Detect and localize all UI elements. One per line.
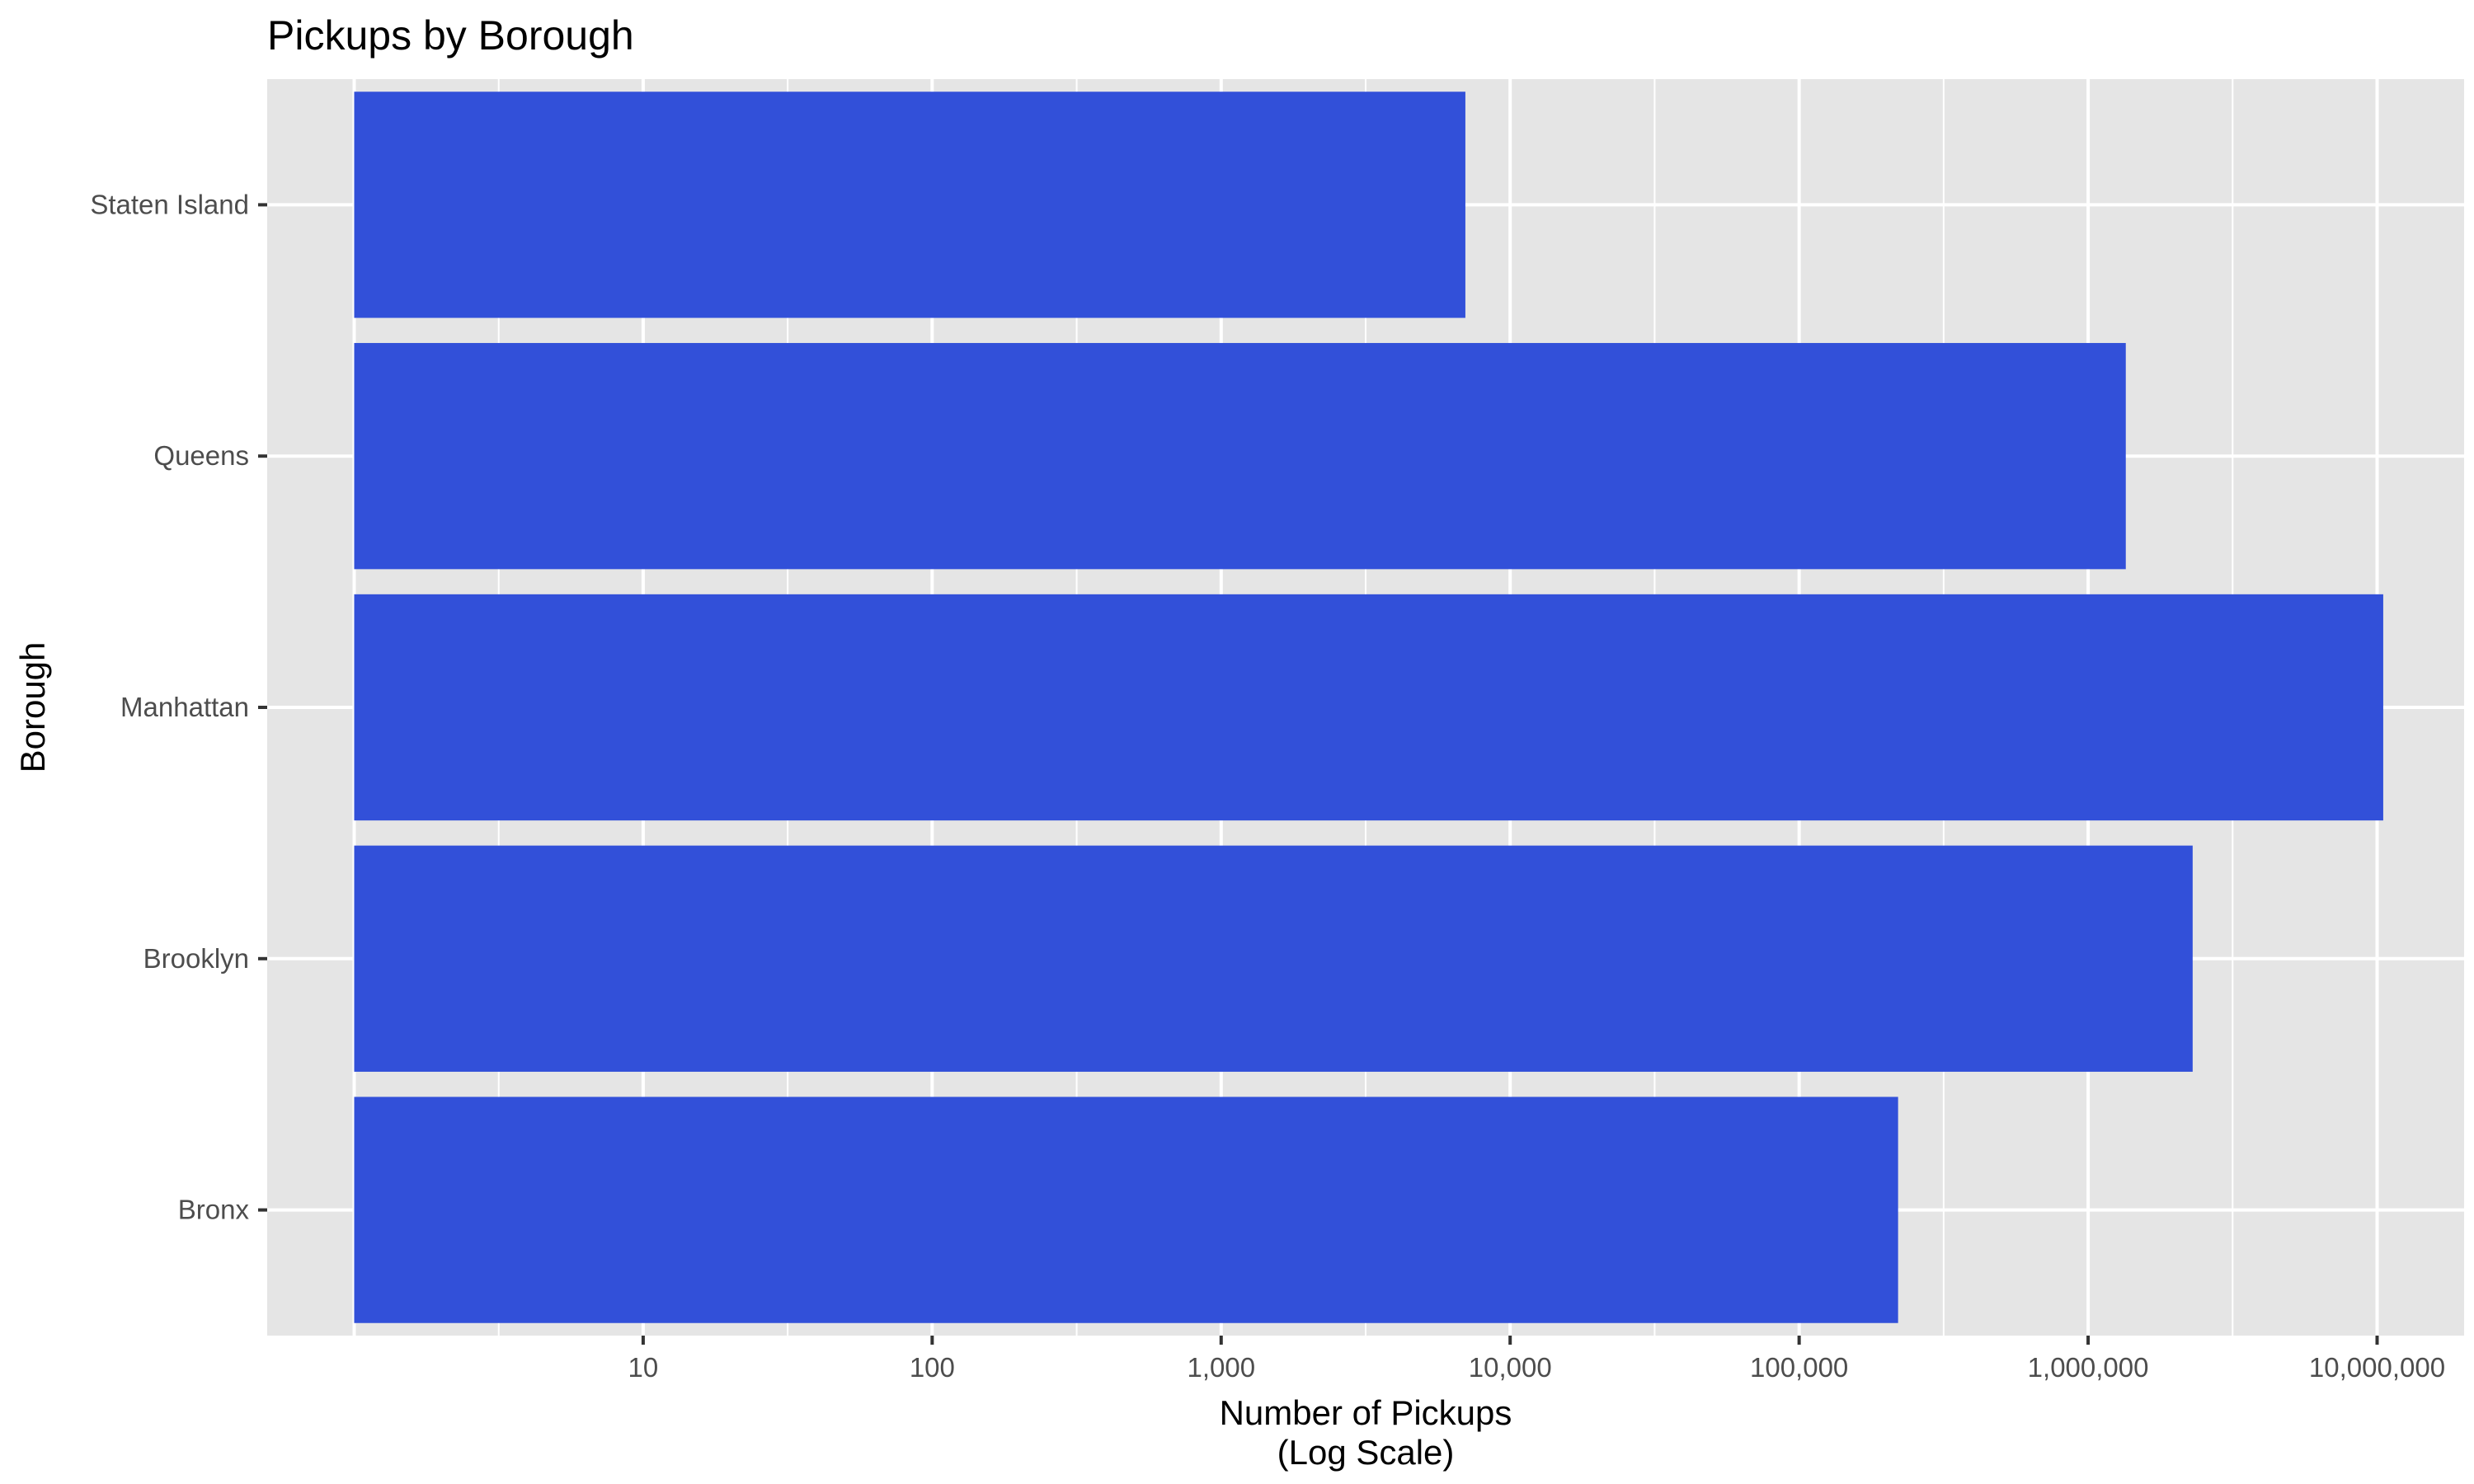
x-tick-label: 100: [910, 1352, 955, 1383]
bar-staten-island: [354, 92, 1465, 318]
y-tick-label: Queens: [153, 440, 249, 471]
bar-queens: [354, 343, 2126, 570]
y-tick-label: Staten Island: [90, 189, 249, 219]
y-tick-label: Bronx: [178, 1195, 250, 1225]
x-tick-label: 1,000: [1187, 1352, 1255, 1383]
bar-bronx: [354, 1097, 1898, 1323]
y-tick-label: Brooklyn: [143, 943, 249, 974]
y-tick-label: Manhattan: [120, 692, 249, 722]
x-tick-label: 1,000,000: [2028, 1352, 2149, 1383]
y-axis-title: Borough: [13, 642, 52, 773]
x-axis: 10 100 1,000 10,000 100,000 1,000,000 10,000,0…: [628, 1336, 2445, 1383]
x-tick-label: 10,000: [1469, 1352, 1552, 1383]
x-tick-label: 10: [628, 1352, 659, 1383]
x-tick-label: 10,000,000: [2309, 1352, 2445, 1383]
y-axis: Bronx Brooklyn Manhattan Queens Staten Islan…: [90, 189, 267, 1225]
x-axis-title-line-1: Number of Pickups: [1220, 1393, 1512, 1432]
x-tick-label: 100,000: [1750, 1352, 1848, 1383]
x-axis-title-line-2: (Log Scale): [1277, 1433, 1455, 1472]
bar-brooklyn: [354, 845, 2193, 1072]
bar-manhattan: [354, 594, 2383, 821]
bars: [354, 92, 2383, 1323]
chart-title: Pickups by Borough: [267, 12, 634, 59]
